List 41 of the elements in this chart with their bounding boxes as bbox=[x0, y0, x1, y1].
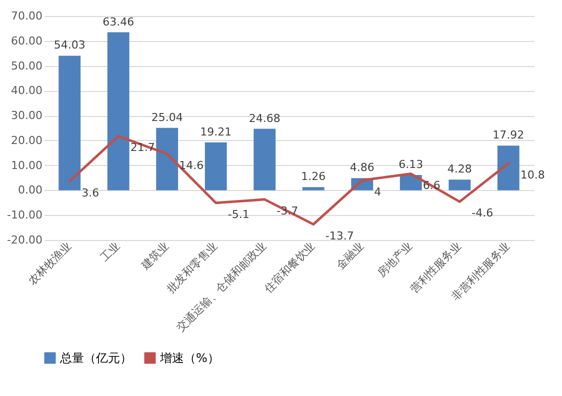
x-tick-label: 建筑业 bbox=[138, 240, 172, 273]
y-tick-label: -10.00 bbox=[7, 208, 42, 222]
y-tick-label: 30.00 bbox=[11, 109, 42, 122]
data-label: 14.6 bbox=[179, 158, 204, 172]
bar bbox=[497, 146, 520, 190]
data-label: 63.46 bbox=[102, 15, 134, 28]
data-label: 4 bbox=[374, 185, 382, 198]
data-label: 17.92 bbox=[492, 128, 524, 142]
data-label: 19.21 bbox=[200, 125, 232, 138]
data-label: -5.1 bbox=[228, 208, 250, 221]
x-tick-label: 工业 bbox=[98, 240, 123, 264]
data-label: 3.6 bbox=[82, 186, 100, 200]
y-tick-label: 0.00 bbox=[18, 184, 42, 197]
y-tick-label: 70.00 bbox=[11, 10, 42, 22]
bar bbox=[448, 180, 471, 190]
y-tick-label: -20.00 bbox=[7, 234, 42, 246]
y-tick-label: 50.00 bbox=[11, 59, 42, 72]
data-label: 10.8 bbox=[520, 168, 545, 182]
y-tick-label: 40.00 bbox=[11, 84, 42, 98]
x-tick-label: 房地产业 bbox=[374, 240, 416, 280]
data-label: 6.13 bbox=[398, 158, 424, 171]
data-label: -4.6 bbox=[472, 206, 494, 220]
bar bbox=[302, 187, 324, 190]
data-label: 25.04 bbox=[151, 110, 183, 124]
y-tick-label: 10.00 bbox=[11, 158, 42, 172]
y-tick-label: 20.00 bbox=[11, 134, 42, 147]
data-label: 24.68 bbox=[248, 112, 280, 125]
data-label: 4.28 bbox=[447, 162, 472, 176]
bar bbox=[156, 128, 178, 190]
y-tick-label: 60.00 bbox=[11, 34, 42, 48]
bar bbox=[254, 128, 276, 190]
legend-label: 总量（亿元） bbox=[59, 351, 132, 365]
data-label: -13.7 bbox=[325, 229, 354, 242]
legend-label: 增速（%） bbox=[159, 351, 220, 365]
bar bbox=[58, 56, 81, 190]
x-tick-label: 金融业 bbox=[334, 240, 366, 272]
data-label: 54.03 bbox=[54, 38, 86, 52]
bar bbox=[204, 142, 227, 190]
bar bbox=[107, 32, 130, 190]
data-label: 1.26 bbox=[301, 170, 326, 184]
data-label: 4.86 bbox=[350, 161, 374, 174]
